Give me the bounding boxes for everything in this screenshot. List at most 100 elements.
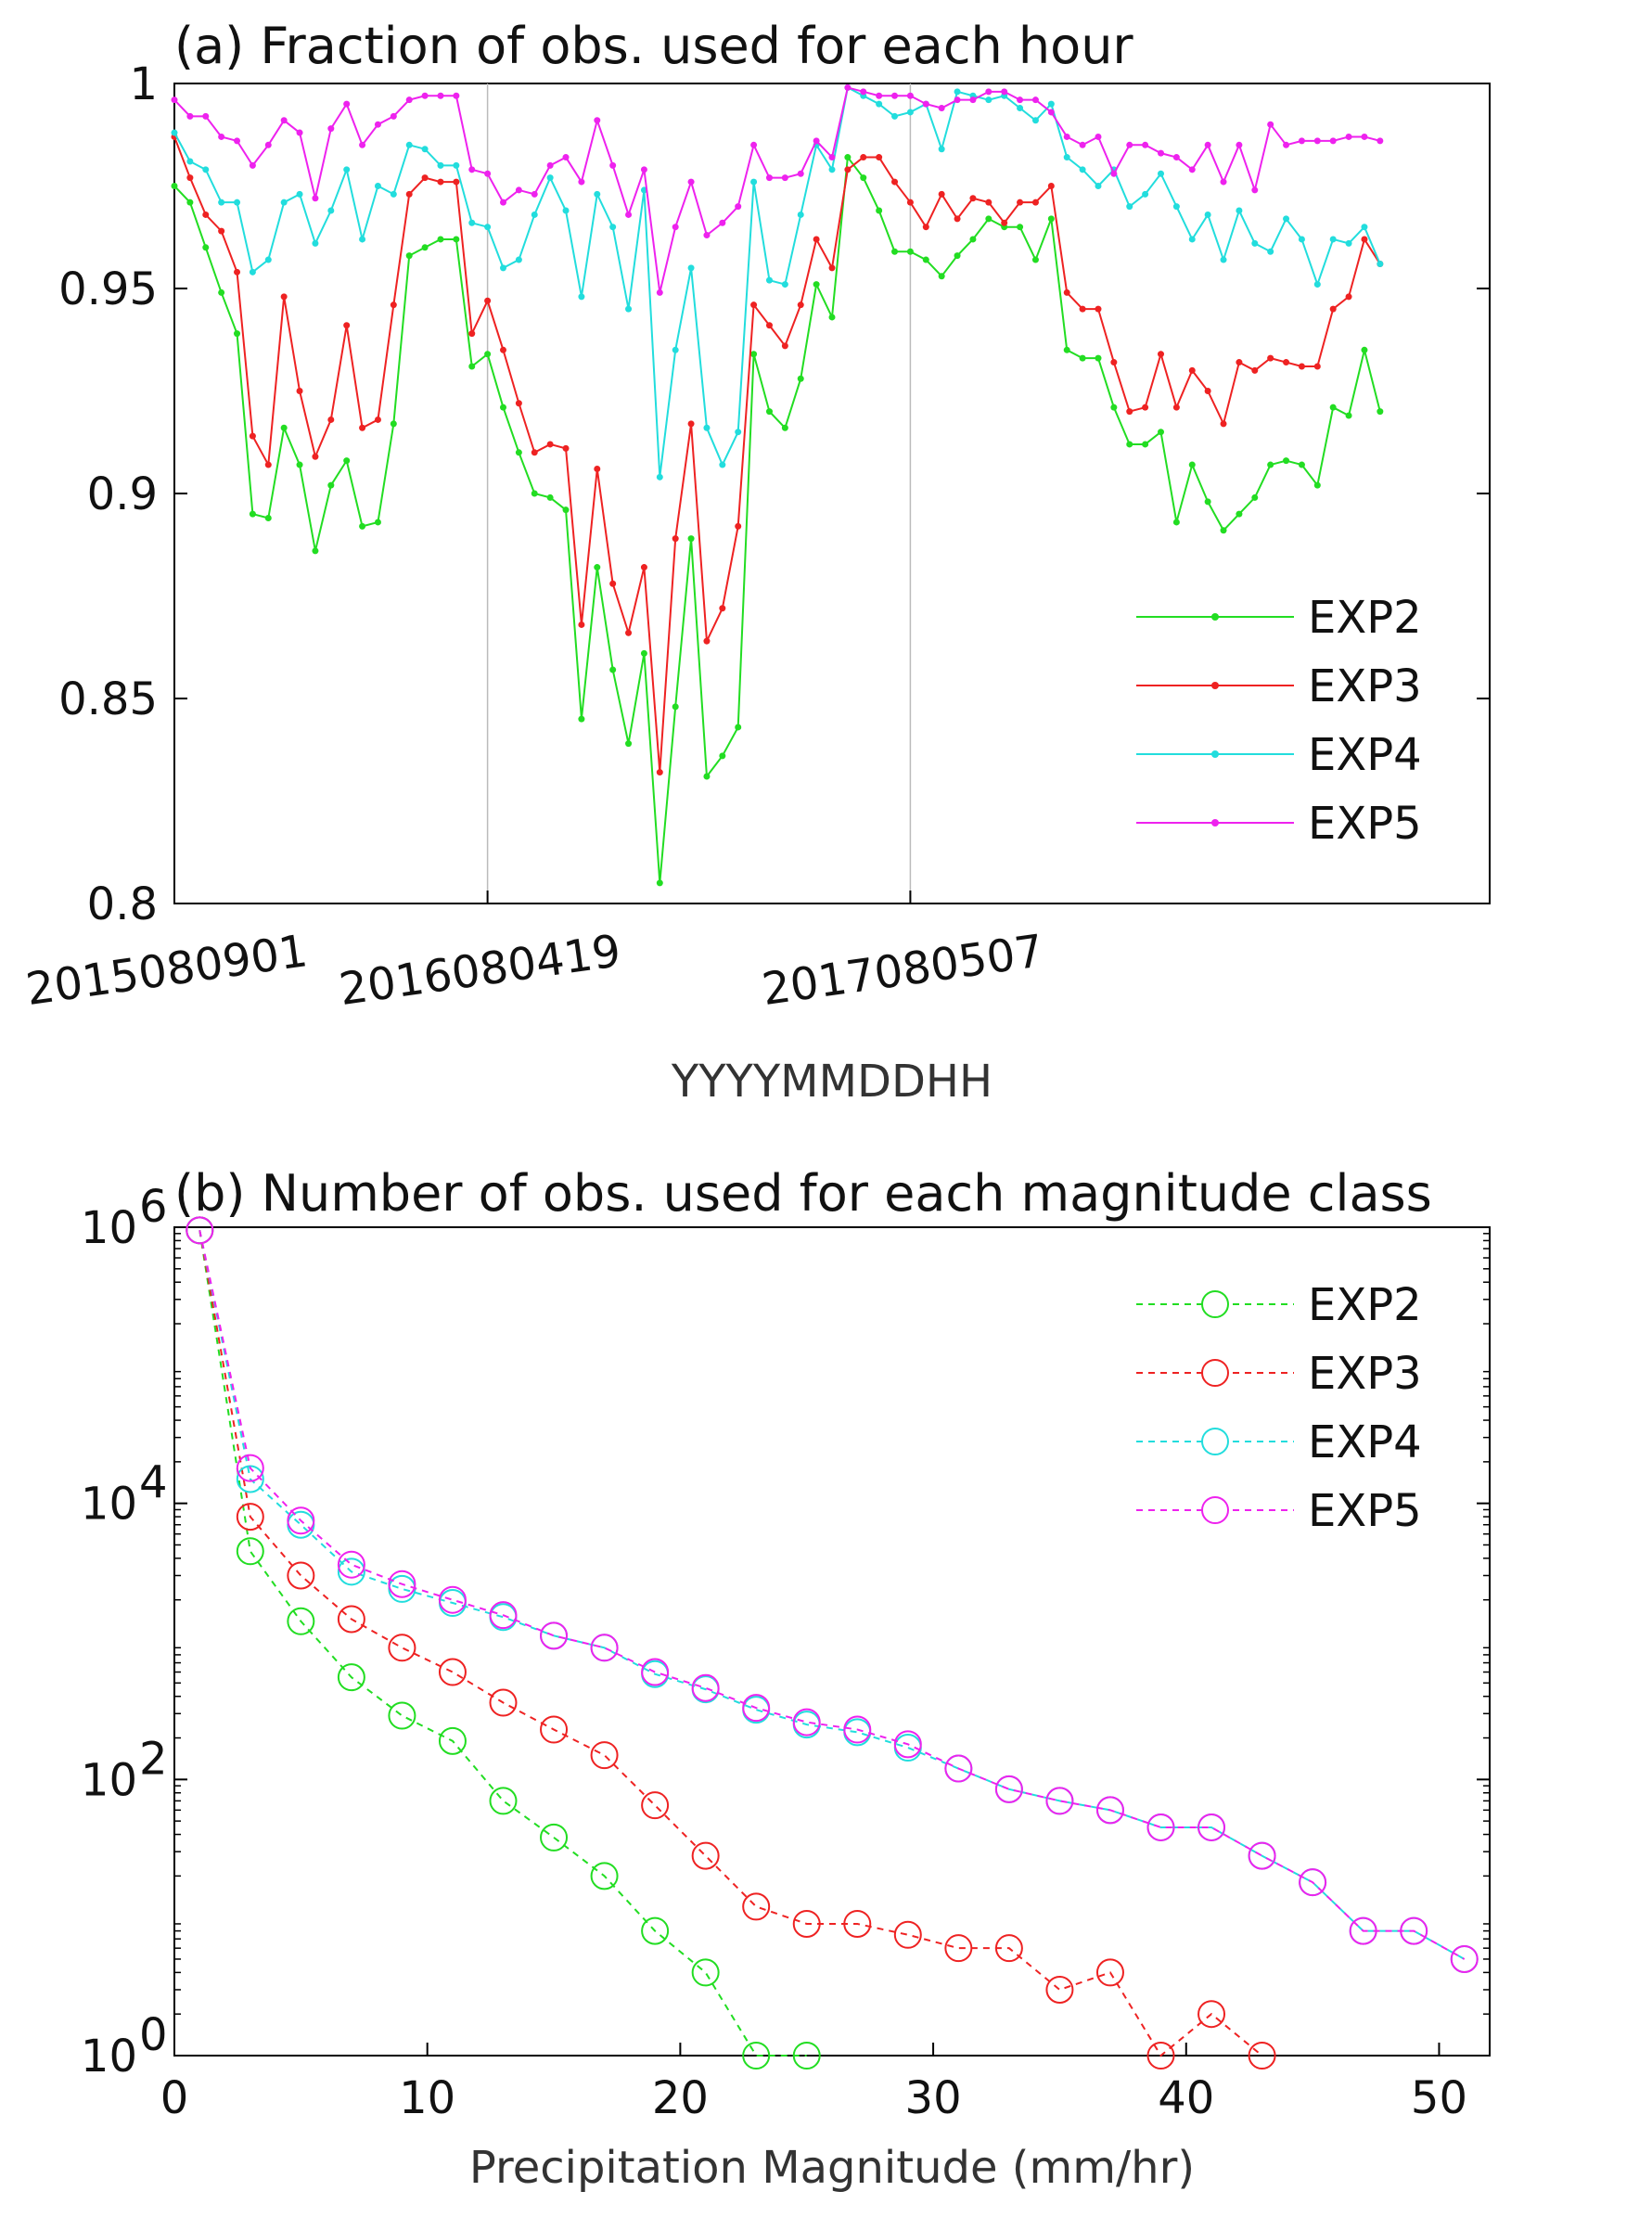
data-point-exp3 [421, 174, 429, 182]
data-point-exp3 [484, 297, 492, 304]
data-point-exp3 [860, 154, 867, 161]
data-point-exp2 [1220, 527, 1227, 534]
data-point-exp4 [765, 276, 773, 284]
data-point-exp3 [844, 166, 852, 173]
series-line-exp3 [173, 136, 1381, 773]
data-point-exp5 [1126, 141, 1133, 148]
data-point-exp5 [922, 100, 929, 108]
data-point-exp5 [1450, 1944, 1479, 1973]
panel-a-y-ticks: 0.8 0.85 0.9 0.95 1 [58, 58, 1490, 930]
data-point-exp3 [1146, 2042, 1175, 2070]
data-point-exp5 [640, 166, 647, 173]
data-point-exp3 [1313, 363, 1321, 370]
data-point-exp3 [797, 301, 804, 309]
data-point-exp3 [388, 1634, 416, 1662]
data-point-exp3 [234, 268, 241, 276]
data-point-exp2 [578, 715, 585, 723]
data-point-exp3 [287, 1561, 315, 1590]
data-point-exp5 [296, 129, 303, 136]
data-point-exp2 [703, 773, 711, 780]
panel-b-y-tick-exponent: 2 [139, 1733, 168, 1785]
data-point-exp2 [735, 724, 742, 731]
legend-marker-exp3 [1211, 682, 1219, 689]
data-point-exp4 [1126, 203, 1133, 211]
data-point-exp4 [672, 346, 679, 353]
data-point-exp2 [742, 2042, 771, 2070]
data-point-exp3 [944, 1934, 973, 1963]
panel-a-fraction-chart: (a) Fraction of obs. used for each hour … [23, 17, 1491, 1108]
data-point-exp5 [1313, 137, 1321, 145]
data-point-exp5 [218, 133, 225, 140]
data-point-exp4 [876, 100, 883, 108]
panel-a-title: (a) Fraction of obs. used for each hour [174, 17, 1133, 75]
data-point-exp3 [1204, 388, 1211, 394]
data-point-exp2 [609, 666, 617, 673]
data-point-exp2 [656, 879, 663, 887]
data-point-exp5 [1188, 166, 1196, 173]
data-point-exp2 [546, 493, 554, 501]
panel-b-x-tick-label: 0 [160, 2072, 189, 2124]
data-point-exp5 [594, 117, 601, 124]
data-point-exp4 [405, 141, 413, 148]
data-point-exp5 [484, 170, 492, 177]
legend-label-exp3: EXP3 [1308, 1348, 1422, 1400]
panel-a-y-tick-label: 0.9 [87, 468, 158, 520]
legend-marker-exp2 [1201, 1290, 1229, 1318]
data-point-exp4 [1313, 281, 1321, 288]
data-point-exp5 [1267, 121, 1274, 128]
data-point-exp3 [1220, 420, 1227, 428]
data-point-exp2 [437, 236, 444, 243]
data-point-exp5 [797, 170, 804, 177]
data-point-exp5 [1204, 141, 1211, 148]
data-point-exp5 [938, 105, 945, 112]
data-point-exp2 [327, 481, 335, 489]
data-point-exp2 [515, 449, 522, 456]
data-point-exp4 [797, 211, 804, 218]
data-point-exp3 [893, 1920, 922, 1949]
data-point-exp5 [531, 190, 538, 198]
data-point-exp5 [1236, 141, 1243, 148]
data-point-exp5 [641, 1658, 670, 1686]
data-point-exp2 [954, 252, 961, 260]
data-point-exp4 [562, 207, 570, 214]
data-point-exp4 [1204, 211, 1211, 218]
data-point-exp3 [531, 449, 538, 456]
data-point-exp5 [1220, 178, 1227, 186]
data-point-exp5 [562, 154, 570, 161]
data-point-exp3 [1158, 351, 1164, 358]
data-point-exp3 [218, 227, 225, 235]
panel-b-y-tick-exponent: 4 [139, 1457, 168, 1509]
data-point-exp5 [703, 232, 711, 239]
panel-b-title: (b) Number of obs. used for each magnitu… [174, 1164, 1432, 1223]
data-point-exp4 [489, 1603, 518, 1632]
data-point-exp3 [1267, 354, 1274, 362]
data-point-exp2 [218, 288, 225, 296]
data-point-exp3 [1298, 363, 1305, 370]
data-point-exp5 [264, 141, 272, 148]
data-point-exp3 [792, 1909, 821, 1938]
legend-label-exp2: EXP2 [1308, 592, 1422, 644]
data-point-exp2 [860, 174, 867, 182]
data-point-exp3 [781, 342, 788, 350]
data-point-exp5 [337, 1550, 365, 1579]
data-point-exp3 [343, 322, 351, 329]
data-point-exp2 [1158, 429, 1164, 436]
data-point-exp2 [719, 752, 726, 760]
legend-label-exp3: EXP3 [1308, 660, 1422, 712]
panel-b-y-tick-label: 10 [81, 1479, 137, 1531]
data-point-exp4 [1188, 236, 1196, 243]
data-point-exp4 [468, 219, 476, 226]
series-line-exp2 [198, 1230, 807, 2057]
data-point-exp5 [625, 211, 633, 218]
data-point-exp3 [640, 564, 647, 571]
data-point-exp5 [1172, 154, 1180, 161]
data-point-exp5 [590, 1634, 619, 1662]
data-point-exp5 [944, 1754, 973, 1783]
data-point-exp2 [186, 199, 194, 206]
data-point-exp4 [891, 112, 899, 120]
data-point-exp5 [781, 174, 788, 182]
data-point-exp4 [1298, 236, 1305, 243]
data-point-exp5 [843, 1715, 872, 1744]
data-point-exp4 [264, 256, 272, 263]
data-point-exp5 [312, 195, 319, 202]
